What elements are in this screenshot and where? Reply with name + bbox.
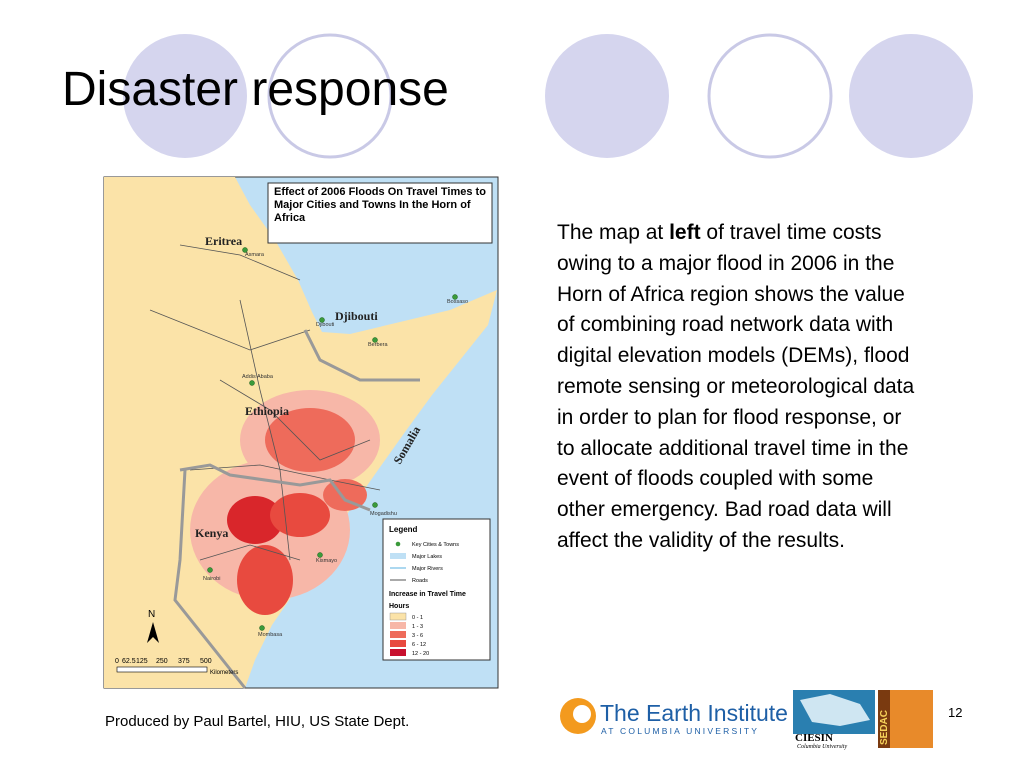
scale-unit: Kilometers bbox=[210, 670, 238, 676]
legend-item: Roads bbox=[412, 578, 428, 584]
legend-item: Key Cities & Towns bbox=[412, 542, 459, 548]
map-title-box bbox=[267, 182, 493, 244]
scale-label: 125 bbox=[136, 658, 148, 665]
text: of travel time costs owing to a major fl… bbox=[557, 221, 915, 552]
city bbox=[249, 380, 255, 386]
legend-unit: Hours bbox=[389, 603, 409, 610]
circle bbox=[849, 34, 973, 158]
caption: Produced by Paul Bartel, HIU, US State D… bbox=[105, 713, 410, 730]
country-label: Eritrea bbox=[205, 234, 242, 248]
city bbox=[207, 567, 213, 573]
map-title: Effect of 2006 Floods On Travel Times to… bbox=[274, 186, 486, 224]
city-label: Bossaso bbox=[447, 299, 468, 305]
legend-title: Legend bbox=[389, 525, 418, 534]
flood-zone bbox=[265, 408, 355, 472]
logo-text: AT COLUMBIA UNIVERSITY bbox=[601, 726, 759, 736]
scale-label: 62.5 bbox=[122, 658, 136, 665]
legend-box bbox=[382, 518, 491, 661]
city-label: Nairobi bbox=[203, 576, 220, 582]
body-text: The map at left of travel time costs owi… bbox=[557, 218, 917, 557]
bold-text: left bbox=[669, 221, 701, 244]
slide-title: Disaster response bbox=[62, 63, 449, 116]
legend-symbol bbox=[390, 553, 406, 559]
legend-item: Major Rivers bbox=[412, 566, 443, 572]
circle bbox=[123, 34, 247, 158]
text: The map at bbox=[557, 221, 670, 244]
logos: The Earth Institute AT COLUMBIA UNIVERSI… bbox=[560, 690, 933, 750]
city bbox=[317, 552, 323, 558]
borders bbox=[173, 329, 420, 689]
scale-label: 500 bbox=[200, 658, 212, 665]
scale-label: 375 bbox=[178, 658, 190, 665]
north-label: N bbox=[148, 609, 155, 620]
country-label: Kenya bbox=[195, 526, 228, 540]
legend-class: 1 - 3 bbox=[412, 624, 423, 630]
legend-symbol bbox=[395, 541, 401, 547]
legend-subtitle: Increase in Travel Time bbox=[389, 591, 466, 598]
country-label: Djibouti bbox=[335, 309, 378, 323]
decoration bbox=[123, 33, 973, 159]
ciesin-logo bbox=[800, 694, 870, 726]
legend-symbol bbox=[390, 640, 406, 647]
city-label: Addis Ababa bbox=[242, 374, 274, 380]
earth-institute-icon bbox=[573, 705, 591, 723]
logo-text: The Earth Institute bbox=[600, 700, 788, 726]
circle bbox=[267, 33, 393, 159]
legend-symbol bbox=[390, 649, 406, 656]
city bbox=[372, 337, 378, 343]
legend-symbol bbox=[389, 612, 407, 621]
page-number: 12 bbox=[948, 705, 963, 720]
city-label: Kismayo bbox=[316, 558, 337, 564]
scale-bar bbox=[116, 666, 208, 673]
legend-class: 12 - 20 bbox=[412, 651, 429, 657]
flood-zone bbox=[270, 493, 330, 537]
circle bbox=[545, 34, 669, 158]
city bbox=[242, 247, 248, 253]
sedac-logo bbox=[890, 690, 933, 748]
legend-class: 6 - 12 bbox=[412, 642, 426, 648]
legend-class: 3 - 6 bbox=[412, 633, 423, 639]
flood-zone bbox=[227, 496, 283, 544]
map-title-frame: Effect of 2006 Floods On Travel Times to… bbox=[274, 186, 486, 224]
legend-symbol bbox=[390, 631, 406, 638]
legend-symbol bbox=[390, 622, 406, 629]
legend-item: Major Lakes bbox=[412, 554, 442, 560]
scale-label: 250 bbox=[156, 658, 168, 665]
country-label: Ethiopia bbox=[245, 404, 289, 418]
city-label: Berbera bbox=[368, 342, 389, 348]
city-label: Mombasa bbox=[258, 632, 283, 638]
city bbox=[372, 502, 378, 508]
scale-label: 0 bbox=[115, 658, 119, 665]
logo-text: Columbia University bbox=[797, 744, 847, 750]
city-label: Asmara bbox=[245, 252, 265, 258]
legend-class: 0 - 1 bbox=[412, 615, 423, 621]
circle bbox=[707, 33, 833, 159]
flood-zone bbox=[237, 545, 293, 615]
roads bbox=[149, 244, 381, 561]
north-arrow bbox=[147, 622, 159, 643]
map: Eritrea Djibouti Ethiopia Somalia Kenya … bbox=[103, 176, 499, 689]
city-label: Djibouti bbox=[316, 322, 334, 328]
city-label: Mogadishu bbox=[370, 511, 397, 517]
city bbox=[259, 625, 265, 631]
city bbox=[452, 294, 458, 300]
city bbox=[319, 317, 325, 323]
logo-text: SEDAC bbox=[879, 710, 890, 745]
logo-text: CIESIN bbox=[795, 732, 833, 744]
